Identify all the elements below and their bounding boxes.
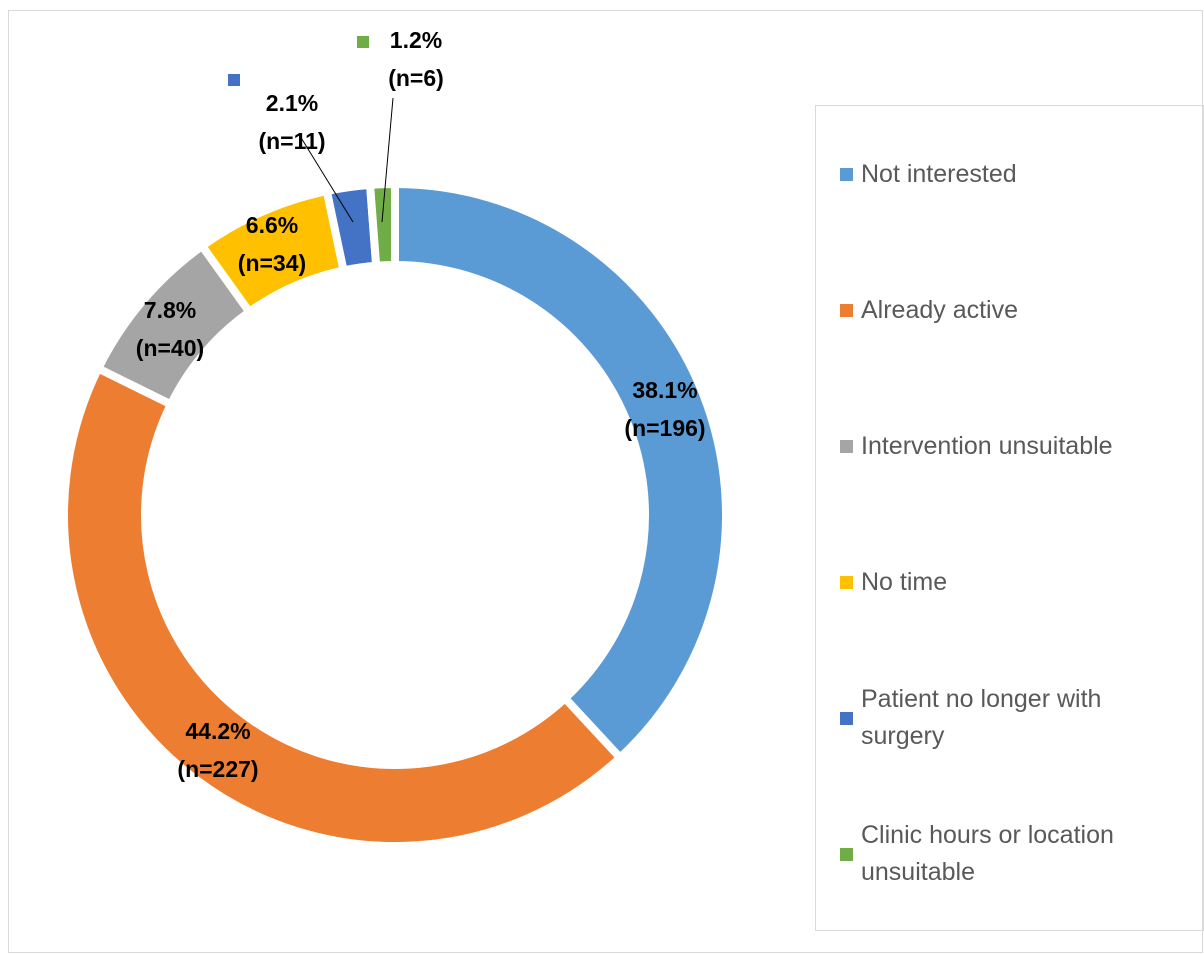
legend-label: Intervention unsuitable — [861, 431, 1113, 460]
count-label: (n=40) — [136, 335, 204, 361]
donut-slice — [391, 179, 730, 764]
legend-label: Clinic hours or location unsuitable — [861, 821, 1114, 886]
chart-frame — [8, 10, 1203, 953]
legend-swatch — [840, 575, 853, 589]
legend-swatch — [840, 847, 853, 861]
count-label: (n=11) — [258, 128, 325, 154]
count-label: (n=34) — [238, 250, 306, 276]
leader-line — [381, 97, 394, 223]
legend-item: Not interested — [816, 106, 1203, 242]
leader-line — [299, 135, 354, 223]
data-label: 7.8% — [144, 297, 196, 323]
donut-slice — [60, 363, 626, 850]
donut-slice — [365, 179, 399, 270]
data-label: 6.6% — [246, 212, 298, 238]
legend-swatch — [840, 711, 853, 725]
legend-swatch — [840, 303, 853, 317]
data-label: 38.1% — [632, 377, 697, 403]
legend-label: Not interested — [861, 159, 1017, 188]
count-label: (n=196) — [624, 415, 705, 441]
count-label: (n=6) — [388, 65, 444, 91]
data-label: 2.1% — [266, 90, 318, 116]
legend-item: Clinic hours or location unsuitable — [816, 786, 1203, 922]
legend-label: Patient no longer with surgery — [861, 685, 1102, 750]
data-label: 1.2% — [390, 27, 442, 53]
legend-label: Already active — [861, 295, 1019, 324]
legend-item: Patient no longer with surgery — [816, 650, 1203, 786]
legend-item: Already active — [816, 242, 1203, 378]
legend-item: Intervention unsuitable — [816, 378, 1203, 514]
legend-label: No time — [861, 567, 948, 596]
chart: 38.1% (n=196) 44.2% (n=227) 7.8% (n=40) 6.6% (n… — [60, 27, 730, 850]
legend-swatch — [840, 167, 853, 181]
label-key — [228, 74, 240, 86]
count-label: (n=227) — [177, 756, 258, 782]
legend-swatch — [840, 439, 853, 453]
legend-item: No time — [816, 514, 1203, 650]
data-label: 44.2% — [185, 718, 250, 744]
legend: Not interested Already active Intervention… — [815, 105, 1204, 931]
label-key — [357, 36, 369, 48]
